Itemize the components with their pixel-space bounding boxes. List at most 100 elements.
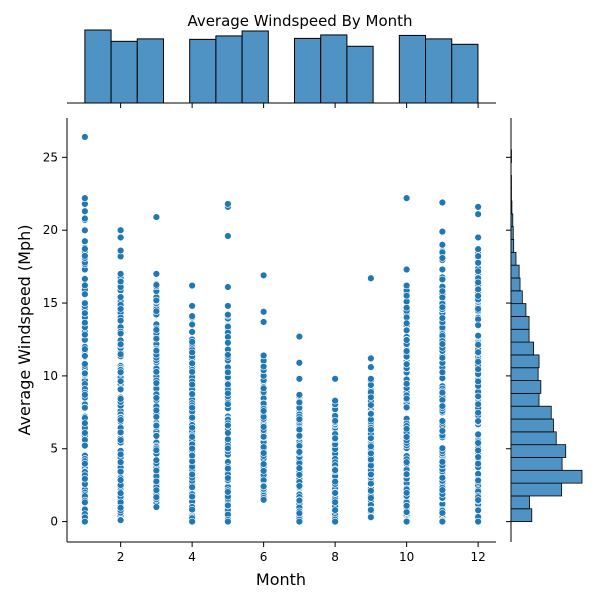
scatter-point bbox=[260, 385, 267, 392]
scatter-point bbox=[475, 332, 482, 339]
scatter-point bbox=[224, 381, 231, 388]
scatter-point bbox=[189, 433, 196, 440]
scatter-point bbox=[367, 426, 374, 433]
scatter-point bbox=[81, 370, 88, 377]
scatter-point bbox=[403, 348, 410, 355]
scatter-point bbox=[403, 195, 410, 202]
scatter-point bbox=[475, 418, 482, 425]
scatter-point bbox=[117, 504, 124, 511]
scatter-point bbox=[439, 354, 446, 361]
marginal-y-bar bbox=[511, 291, 522, 304]
scatter-point bbox=[153, 467, 160, 474]
scatter-point bbox=[475, 286, 482, 293]
scatter-point bbox=[117, 227, 124, 234]
scatter-point bbox=[189, 282, 196, 289]
scatter-point bbox=[475, 477, 482, 484]
scatter-point bbox=[439, 389, 446, 396]
scatter-point bbox=[403, 518, 410, 525]
scatter-point bbox=[189, 414, 196, 421]
marginal-y-bar bbox=[511, 214, 513, 227]
scatter-point bbox=[189, 484, 196, 491]
scatter-point bbox=[224, 339, 231, 346]
scatter-point bbox=[296, 518, 303, 525]
marginal-y-bar bbox=[511, 496, 530, 509]
scatter-point bbox=[189, 360, 196, 367]
scatter-point bbox=[439, 458, 446, 465]
marginal-y-bar bbox=[511, 393, 539, 406]
scatter-point bbox=[403, 395, 410, 402]
scatter-point bbox=[296, 483, 303, 490]
scatter-point bbox=[189, 404, 196, 411]
scatter-point bbox=[189, 368, 196, 375]
marginal-y-bar bbox=[511, 509, 532, 522]
scatter-point bbox=[260, 483, 267, 490]
scatter-point bbox=[403, 509, 410, 516]
scatter-point bbox=[153, 327, 160, 334]
scatter-point bbox=[332, 518, 339, 525]
scatter-point bbox=[224, 475, 231, 482]
scatter-point bbox=[117, 294, 124, 301]
scatter-point bbox=[403, 327, 410, 334]
scatter-point bbox=[475, 253, 482, 260]
marginal-y-bar bbox=[511, 227, 513, 240]
marginal-y-bar bbox=[511, 457, 562, 470]
scatter-point bbox=[296, 510, 303, 517]
scatter-point bbox=[367, 364, 374, 371]
scatter-point bbox=[153, 335, 160, 342]
scatter-point bbox=[475, 440, 482, 447]
scatter-point bbox=[260, 433, 267, 440]
scatter-point bbox=[189, 424, 196, 431]
scatter-point bbox=[224, 445, 231, 452]
scatter-point bbox=[367, 402, 374, 409]
marginal-y-bar bbox=[511, 419, 554, 432]
scatter-point bbox=[439, 276, 446, 283]
scatter-point bbox=[439, 487, 446, 494]
x-axis-label: Month bbox=[256, 570, 306, 589]
scatter-point bbox=[403, 404, 410, 411]
scatter-point bbox=[117, 330, 124, 337]
scatter-point bbox=[81, 253, 88, 260]
scatter-point bbox=[367, 471, 374, 478]
scatter-point bbox=[439, 266, 446, 273]
scatter-point bbox=[81, 282, 88, 289]
scatter-point bbox=[475, 409, 482, 416]
scatter-point bbox=[260, 468, 267, 475]
scatter-point bbox=[117, 369, 124, 376]
scatter-point bbox=[367, 443, 374, 450]
scatter-point bbox=[367, 514, 374, 521]
scatter-point bbox=[260, 352, 267, 359]
scatter-point bbox=[367, 382, 374, 389]
scatter-point bbox=[475, 358, 482, 365]
scatter-point bbox=[81, 442, 88, 449]
scatter-point bbox=[153, 308, 160, 315]
marginal-x-histogram bbox=[67, 30, 496, 108]
scatter-point bbox=[224, 502, 231, 509]
marginal-y-bar bbox=[511, 432, 556, 445]
scatter-point bbox=[403, 361, 410, 368]
scatter-point bbox=[475, 393, 482, 400]
scatter-point bbox=[439, 315, 446, 322]
scatter-point bbox=[189, 391, 196, 398]
scatter-point bbox=[224, 401, 231, 408]
marginal-y-bar bbox=[511, 252, 516, 265]
scatter-point bbox=[260, 319, 267, 326]
scatter-point bbox=[153, 447, 160, 454]
scatter-point bbox=[117, 351, 124, 358]
scatter-point bbox=[475, 447, 482, 454]
scatter-point bbox=[332, 507, 339, 514]
scatter-point bbox=[367, 375, 374, 382]
scatter-point bbox=[189, 506, 196, 513]
scatter-point bbox=[189, 329, 196, 336]
marginal-y-bar bbox=[511, 368, 538, 381]
scatter-point bbox=[439, 510, 446, 517]
scatter-point bbox=[153, 282, 160, 289]
scatter-point bbox=[153, 380, 160, 387]
scatter-point bbox=[189, 303, 196, 310]
marginal-x-bar bbox=[399, 35, 425, 103]
scatter-point bbox=[117, 517, 124, 524]
scatter-point bbox=[189, 321, 196, 328]
scatter-point bbox=[296, 391, 303, 398]
scatter-point bbox=[81, 420, 88, 427]
scatter-point bbox=[260, 308, 267, 315]
